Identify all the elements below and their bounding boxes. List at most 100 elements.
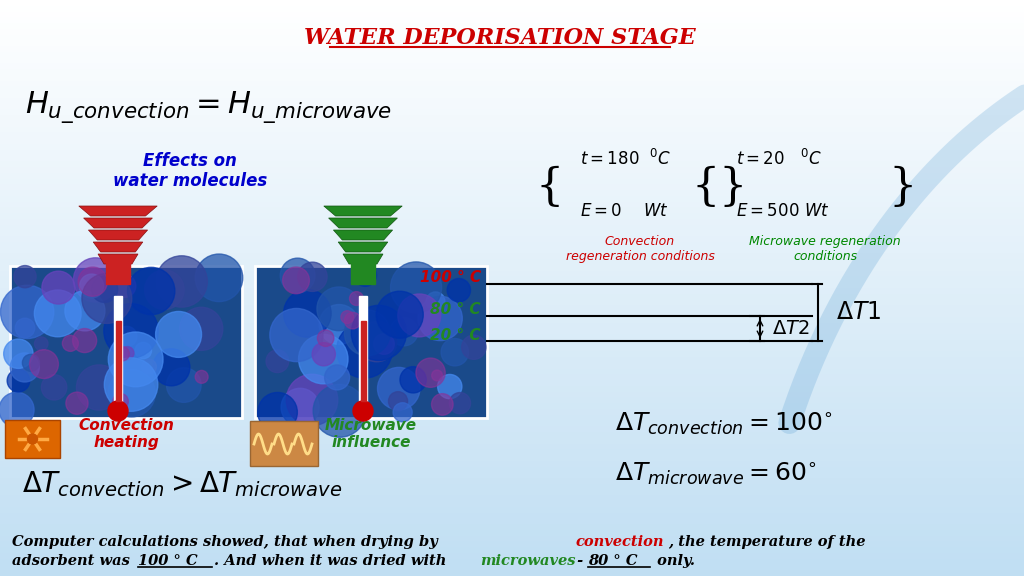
Bar	[0, 0, 1024, 6]
Circle shape	[73, 328, 96, 353]
Bar	[106, 262, 130, 284]
Bar	[114, 296, 122, 411]
Circle shape	[344, 312, 361, 329]
Circle shape	[15, 318, 35, 338]
Polygon shape	[324, 206, 402, 216]
Bar	[0, 340, 1024, 346]
Bar	[0, 104, 1024, 109]
Bar	[360, 321, 366, 401]
Text: {: {	[692, 165, 720, 209]
Bar	[0, 150, 1024, 156]
Text: microwaves: microwaves	[480, 554, 575, 568]
Bar	[0, 334, 1024, 340]
Bar	[0, 524, 1024, 530]
Circle shape	[287, 374, 338, 426]
Circle shape	[7, 369, 30, 392]
Bar	[0, 98, 1024, 104]
Bar	[0, 167, 1024, 173]
Circle shape	[78, 267, 108, 296]
Circle shape	[393, 403, 413, 422]
Circle shape	[344, 310, 390, 356]
Text: , the temperature of the: , the temperature of the	[668, 535, 865, 549]
Bar	[0, 501, 1024, 507]
Circle shape	[65, 291, 104, 331]
Bar	[0, 40, 1024, 46]
Circle shape	[4, 339, 33, 369]
Circle shape	[388, 392, 408, 411]
Text: 80 ° C: 80 ° C	[430, 302, 481, 317]
Bar	[0, 12, 1024, 17]
Bar	[0, 420, 1024, 426]
Bar	[116, 321, 121, 401]
Text: $\Delta T1$: $\Delta T1$	[836, 301, 882, 324]
Circle shape	[337, 323, 392, 378]
Circle shape	[374, 334, 394, 354]
Circle shape	[77, 365, 122, 410]
Circle shape	[349, 291, 364, 305]
Circle shape	[441, 339, 469, 366]
Bar	[0, 248, 1024, 253]
Bar	[0, 507, 1024, 513]
Circle shape	[66, 392, 88, 414]
Bar	[0, 409, 1024, 415]
Bar	[0, 392, 1024, 397]
Bar	[0, 490, 1024, 495]
Circle shape	[354, 264, 377, 286]
Bar	[0, 75, 1024, 81]
Circle shape	[0, 392, 34, 427]
Bar	[0, 213, 1024, 219]
Bar	[0, 179, 1024, 184]
Circle shape	[270, 309, 323, 362]
Circle shape	[141, 359, 157, 374]
Bar	[0, 190, 1024, 196]
Circle shape	[447, 279, 470, 302]
Bar	[0, 265, 1024, 271]
Circle shape	[103, 304, 159, 358]
Circle shape	[317, 287, 360, 331]
Bar	[0, 253, 1024, 259]
Text: convection: convection	[575, 535, 664, 549]
Text: Microwave regeneration
conditions: Microwave regeneration conditions	[750, 235, 901, 263]
Text: Convection
heating: Convection heating	[78, 418, 174, 450]
Bar	[0, 346, 1024, 351]
Circle shape	[390, 262, 441, 313]
Text: $\Delta T_{convection} > \Delta T_{microwave}$: $\Delta T_{convection} > \Delta T_{micro…	[22, 469, 342, 499]
Text: $t = 20\ \ \ ^{0}C$: $t = 20\ \ \ ^{0}C$	[736, 149, 822, 169]
Circle shape	[179, 307, 223, 350]
Circle shape	[426, 292, 444, 310]
Bar	[0, 161, 1024, 167]
Bar	[0, 17, 1024, 23]
Bar	[0, 63, 1024, 69]
Text: Computer calculations showed, that when drying by: Computer calculations showed, that when …	[12, 535, 442, 549]
Bar	[0, 363, 1024, 369]
Circle shape	[10, 353, 39, 382]
Polygon shape	[84, 218, 153, 228]
Bar	[0, 184, 1024, 190]
Bar	[0, 196, 1024, 202]
Bar	[0, 294, 1024, 300]
Circle shape	[196, 254, 243, 302]
Bar	[0, 69, 1024, 75]
Bar	[0, 115, 1024, 121]
Circle shape	[378, 367, 420, 410]
Circle shape	[299, 334, 348, 384]
Circle shape	[376, 291, 423, 338]
Bar	[0, 478, 1024, 484]
Bar	[0, 559, 1024, 564]
Circle shape	[62, 335, 79, 351]
Bar	[0, 225, 1024, 230]
Bar	[5, 420, 60, 458]
Circle shape	[281, 258, 315, 293]
Bar	[0, 403, 1024, 409]
Polygon shape	[93, 242, 142, 252]
Circle shape	[0, 285, 54, 339]
Circle shape	[450, 393, 471, 414]
Polygon shape	[329, 218, 397, 228]
Circle shape	[144, 270, 184, 309]
Bar	[0, 29, 1024, 35]
Bar	[0, 58, 1024, 63]
Polygon shape	[98, 254, 138, 264]
Bar	[0, 271, 1024, 276]
Bar	[0, 518, 1024, 524]
Circle shape	[108, 370, 156, 417]
